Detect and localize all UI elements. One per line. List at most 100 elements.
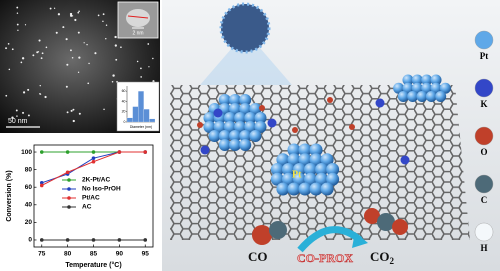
k-atom bbox=[213, 108, 223, 118]
y-tick-label: 40 bbox=[122, 99, 126, 103]
particle bbox=[11, 48, 14, 51]
particle bbox=[83, 42, 85, 44]
pt-atom bbox=[309, 182, 323, 196]
particle bbox=[147, 43, 150, 45]
histogram: 0 20 40 60 Diameter (nm) bbox=[122, 86, 156, 129]
product-label: CO2 bbox=[370, 249, 395, 266]
pt-atom bbox=[276, 153, 290, 167]
pt-atom bbox=[239, 94, 252, 106]
particle bbox=[71, 56, 74, 59]
pt-atom bbox=[393, 82, 405, 94]
y-tick-label: 80 bbox=[25, 166, 33, 173]
pt-atom bbox=[239, 139, 252, 151]
particle bbox=[102, 13, 105, 16]
y-tick-label: 60 bbox=[122, 89, 126, 93]
pt-atom bbox=[208, 130, 221, 142]
x-tick-label: 75 bbox=[38, 251, 46, 258]
particle bbox=[22, 91, 26, 94]
particle bbox=[74, 18, 77, 22]
scale-label: 50 nm bbox=[8, 118, 28, 125]
pt-atom bbox=[254, 121, 267, 133]
point bbox=[39, 238, 44, 242]
particle bbox=[27, 114, 30, 117]
particle bbox=[78, 56, 81, 59]
particle bbox=[87, 82, 90, 85]
particle bbox=[86, 43, 88, 46]
legend-atom bbox=[474, 30, 494, 50]
pt-atom bbox=[281, 163, 295, 176]
k-atom bbox=[200, 145, 210, 155]
pt-atom bbox=[203, 121, 216, 133]
x-axis-label: Diameter (nm) bbox=[130, 125, 152, 129]
particle bbox=[105, 24, 108, 26]
pt-atom bbox=[298, 143, 312, 157]
pt-atom bbox=[270, 163, 284, 176]
particle bbox=[32, 54, 35, 57]
hist-bar bbox=[126, 117, 133, 123]
particle bbox=[40, 57, 43, 60]
hist-bar bbox=[149, 118, 156, 123]
pt-atom bbox=[315, 172, 329, 186]
particle bbox=[41, 52, 44, 55]
point bbox=[65, 150, 70, 154]
zoom-cone bbox=[200, 48, 292, 85]
particle bbox=[16, 115, 18, 117]
point bbox=[39, 183, 44, 188]
pt-atom bbox=[292, 172, 306, 186]
k-atom bbox=[375, 98, 385, 108]
point bbox=[65, 170, 70, 175]
pt-atom bbox=[411, 82, 423, 94]
legend-atom-label: O bbox=[480, 147, 487, 157]
pt-atom bbox=[239, 130, 252, 142]
y-tick-label: 40 bbox=[25, 202, 33, 209]
product-base: CO bbox=[370, 249, 390, 264]
particle bbox=[114, 44, 117, 47]
particle bbox=[38, 39, 41, 42]
pt-atom bbox=[239, 103, 252, 115]
y-tick-label: 20 bbox=[25, 219, 33, 226]
o-atom bbox=[364, 208, 380, 224]
legend-atom-label: K bbox=[480, 99, 487, 109]
pt-atom bbox=[326, 172, 340, 186]
pt-atom bbox=[315, 163, 329, 176]
particle bbox=[77, 11, 80, 14]
particle bbox=[152, 57, 154, 60]
legend-atom bbox=[474, 78, 494, 98]
pt-atom bbox=[425, 91, 437, 102]
particle bbox=[53, 7, 56, 9]
particle bbox=[140, 67, 142, 70]
particle bbox=[111, 80, 114, 83]
o-atom bbox=[292, 127, 298, 133]
particle bbox=[55, 31, 58, 34]
pt-clusters bbox=[197, 74, 451, 196]
o-atom bbox=[197, 122, 203, 128]
pt-atom bbox=[276, 182, 290, 196]
y-tick-label: 60 bbox=[25, 184, 33, 191]
pt-atom bbox=[298, 153, 312, 167]
particle bbox=[65, 38, 68, 41]
point bbox=[91, 150, 96, 154]
legend-atom-label: C bbox=[481, 195, 488, 205]
pt-atom bbox=[229, 139, 241, 151]
pt-atom bbox=[397, 91, 409, 102]
pt-atom bbox=[229, 103, 241, 115]
hist-bar bbox=[132, 106, 139, 123]
pt-atom bbox=[249, 130, 262, 142]
particle bbox=[37, 51, 40, 53]
x-tick-label: 80 bbox=[64, 251, 72, 258]
y-tick-label: 0 bbox=[28, 237, 32, 244]
pt-atom bbox=[244, 112, 257, 124]
y-tick-label: 20 bbox=[122, 110, 126, 114]
pt-atom bbox=[326, 163, 340, 176]
pt-atom bbox=[287, 153, 301, 167]
point bbox=[65, 238, 70, 242]
legend-label: 2K-Pt/AC bbox=[82, 177, 110, 184]
particle bbox=[69, 12, 73, 16]
pt-atom bbox=[218, 139, 231, 151]
pt-atom bbox=[304, 163, 318, 176]
y-tick-label: 0 bbox=[124, 120, 126, 124]
pt-atom bbox=[421, 82, 433, 94]
particle bbox=[39, 84, 41, 87]
y-axis-label: Conversion (%) bbox=[6, 170, 13, 221]
particle bbox=[77, 31, 80, 34]
